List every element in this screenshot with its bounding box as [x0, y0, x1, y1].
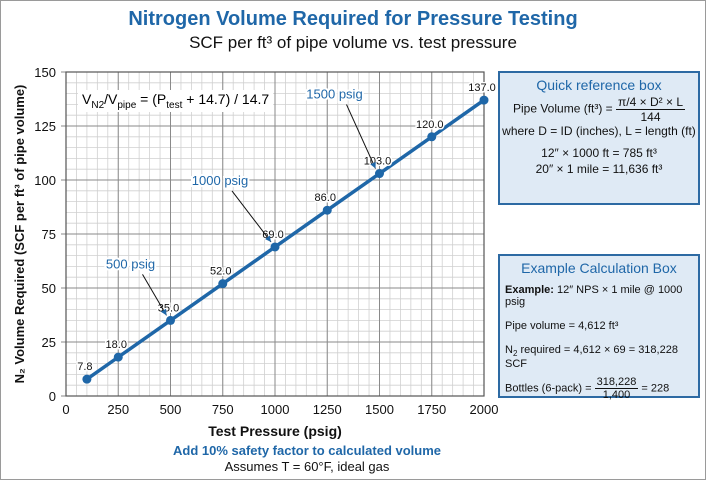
example-calculation-box: Example Calculation Box Example: 12″ NPS… — [498, 254, 700, 402]
data-label: 86.0 — [315, 192, 336, 204]
quick-reference-heading: Quick reference box — [536, 77, 662, 93]
plot-area-border — [65, 71, 485, 397]
formula-definition: where D = ID (inches), L = length (ft) — [502, 124, 696, 138]
data-label: 52.0 — [210, 266, 231, 278]
annotation-arrow — [346, 104, 376, 169]
annotation-arrow — [142, 274, 167, 316]
data-point — [270, 242, 280, 252]
x-tick-label: 2000 — [470, 402, 499, 417]
y-tick-label: 75 — [42, 227, 56, 242]
data-point — [82, 374, 92, 384]
pipe-volume-line: Pipe volume = 4,612 ft³ — [505, 320, 619, 332]
x-tick-label: 750 — [212, 402, 234, 417]
bottles-line: Bottles (6-pack) = 318,228 1,400 = 228 — [505, 376, 670, 402]
data-point — [375, 169, 384, 179]
y-tick-label: 125 — [34, 119, 56, 134]
safety-factor-note: Add 10% safety factor to calculated volu… — [172, 443, 442, 458]
data-label: 103.0 — [364, 156, 392, 168]
chart-title: Nitrogen Volume Required for Pressure Te… — [128, 8, 578, 30]
y-tick-label: 50 — [42, 281, 56, 296]
data-point — [166, 315, 175, 325]
assumptions-note: Assumes T = 60°F, ideal gas — [224, 459, 390, 474]
n2-required-line: N2 required = 4,612 × 69 = 318,228 SCF — [505, 344, 678, 371]
x-tick-label: 0 — [62, 402, 69, 417]
data-label: 35.0 — [158, 302, 179, 314]
chart-subtitle: SCF per ft³ of pipe volume vs. test pres… — [189, 33, 517, 52]
annotation-label: 500 psig — [106, 256, 155, 271]
data-label: 18.0 — [106, 339, 127, 351]
x-tick-label: 1000 — [261, 402, 290, 417]
x-tick-label: 1250 — [313, 402, 342, 417]
y-tick-label: 25 — [42, 335, 56, 350]
reference-example-1: 12″ × 1000 ft = 785 ft³ — [541, 146, 657, 160]
example-heading: Example Calculation Box — [521, 260, 677, 276]
x-tick-label: 1750 — [417, 402, 446, 417]
annotation-label: 1000 psig — [192, 173, 248, 188]
data-label: 120.0 — [416, 119, 444, 131]
data-point — [479, 95, 489, 105]
y-tick-label: 0 — [49, 389, 56, 404]
x-tick-label: 500 — [160, 402, 182, 417]
pipe-volume-formula: Pipe Volume (ft³) = π/4 × D² × L 144 — [512, 95, 686, 124]
data-point — [427, 132, 437, 142]
example-line: Example: 12″ NPS × 1 mile @ 1000 psig — [505, 284, 683, 308]
quick-reference-box: Quick reference box Pipe Volume (ft³) = … — [498, 71, 700, 205]
annotation-label: 1500 psig — [306, 87, 362, 102]
data-point — [322, 205, 332, 215]
y-tick-label: 150 — [34, 65, 56, 80]
x-tick-label: 1500 — [365, 402, 394, 417]
annotation-arrow — [231, 190, 272, 243]
data-point — [113, 352, 123, 362]
data-label: 137.0 — [468, 82, 496, 94]
formula-label: VN2/Vpipe = (Ptest + 14.7) / 14.7 — [78, 90, 274, 112]
reference-example-2: 20″ × 1 mile = 11,636 ft³ — [535, 162, 663, 176]
x-axis-label: Test Pressure (psig) — [208, 423, 342, 439]
y-tick-label: 100 — [34, 173, 56, 188]
y-axis-label: N₂ Volume Required (SCF per ft³ of pipe … — [12, 85, 27, 384]
data-label: 7.8 — [77, 361, 92, 373]
x-tick-label: 250 — [107, 402, 129, 417]
data-point — [218, 279, 228, 289]
